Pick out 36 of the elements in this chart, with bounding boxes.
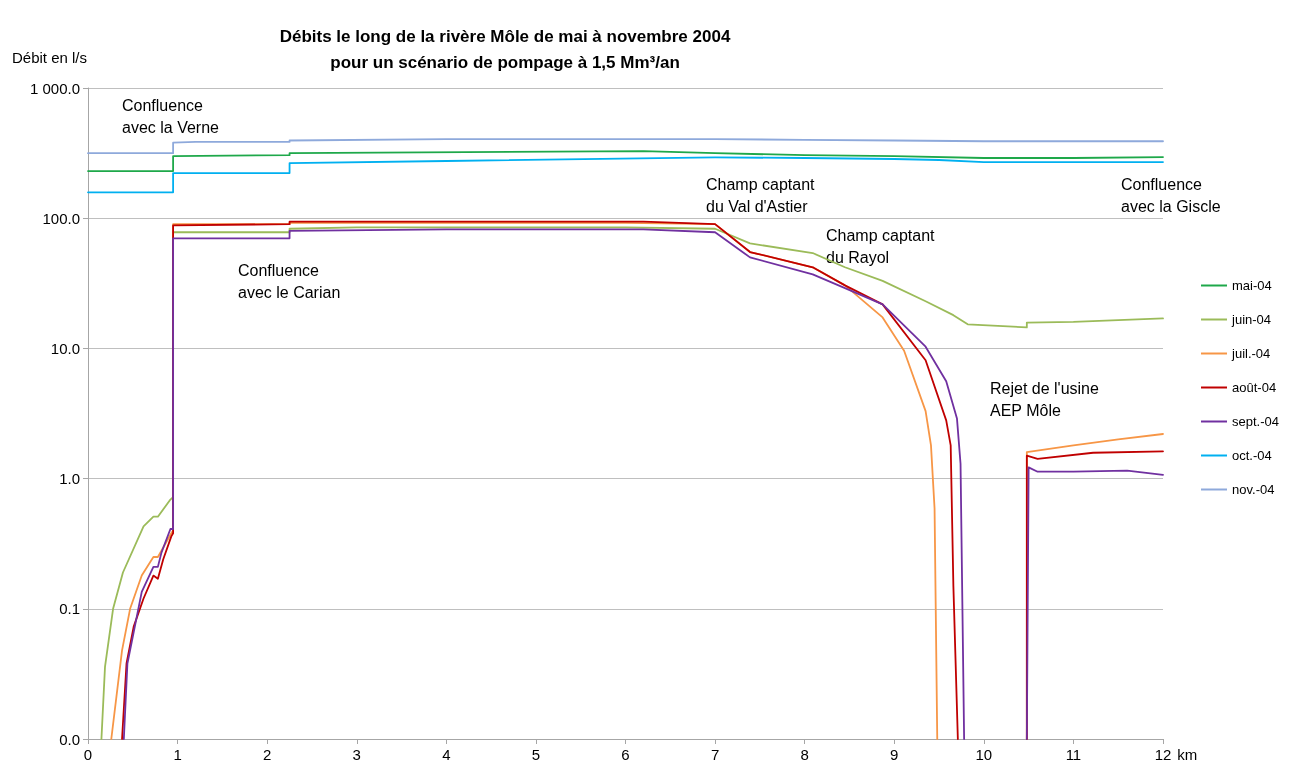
line-series xyxy=(87,138,1164,155)
y-tick-label: 0.0 xyxy=(59,730,80,748)
x-tick-label: 10 xyxy=(975,746,993,763)
annotation: Confluence avec le Carian xyxy=(238,261,341,301)
chart-title: Débits le long de la rivère Môle de mai à novembre 2004 pour un scénario de pompage à 1,5 Mm³/an xyxy=(279,26,731,72)
x-tick-label: 2 xyxy=(262,746,272,763)
x-tick-label: 3 xyxy=(352,746,361,763)
x-tick-label: 0 xyxy=(83,746,93,763)
x-tick-label: 4 xyxy=(442,746,451,763)
y-tick-label: 1 000.0 xyxy=(29,79,80,97)
x-tick-label: 1 xyxy=(173,746,182,763)
x-tick-label: 6 xyxy=(621,746,630,763)
y-tick-label: 1.0 xyxy=(59,470,80,488)
x-tick-label: 12 xyxy=(1154,746,1172,763)
legend-label: mai-04 xyxy=(1232,278,1272,293)
legend-label: juil.-04 xyxy=(1231,346,1271,361)
legend-label: juin-04 xyxy=(1231,312,1272,327)
y-tick-label: 0.1 xyxy=(59,600,80,618)
legend-label: août-04 xyxy=(1232,380,1277,395)
annotation: Rejet de l'usine AEP Môle xyxy=(990,379,1099,419)
line-series xyxy=(87,150,1164,172)
x-tick-label: 11 xyxy=(1065,746,1082,763)
x-tick-label: 5 xyxy=(531,746,541,763)
legend-label: nov.-04 xyxy=(1232,482,1275,497)
legend-label: sept.-04 xyxy=(1232,414,1280,429)
annotation: Confluence avec la Giscle xyxy=(1121,175,1221,215)
y-axis-title: Débit en l/s xyxy=(12,49,88,66)
x-axis-title: km xyxy=(1177,746,1198,763)
annotation: Confluence avec la Verne xyxy=(122,96,220,136)
x-tick-label: 9 xyxy=(890,746,899,763)
annotation: Champ captant du Val d'Astier xyxy=(706,175,816,215)
y-tick-label: 100.0 xyxy=(42,209,80,227)
x-tick-label: 7 xyxy=(710,746,720,763)
y-tick-label: 10.0 xyxy=(50,339,80,357)
x-tick-label: 8 xyxy=(800,746,809,763)
legend-label: oct.-04 xyxy=(1232,448,1272,463)
